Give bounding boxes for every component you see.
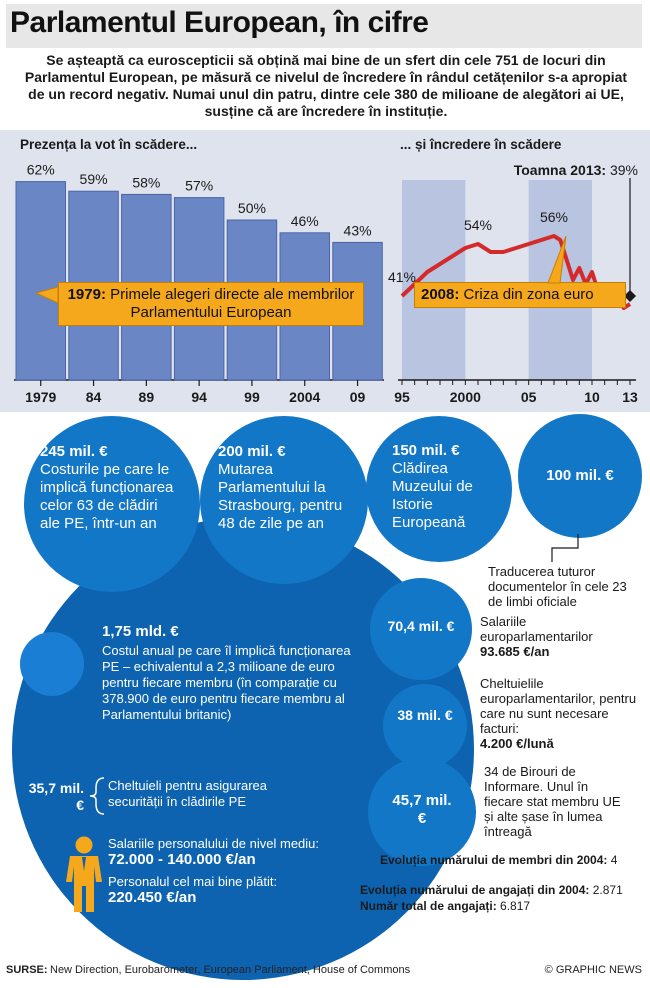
total-cost-amount: 1,75 mld. € [102, 623, 179, 640]
highlight-label-year: Toamna 2013: [514, 162, 610, 178]
line-tick-label: 95 [394, 389, 410, 405]
members-stat: Evoluția numărului de membri din 2004: 4 [380, 853, 645, 868]
cost-circle-buildings [24, 416, 200, 592]
info-offices-circle [368, 758, 476, 866]
bar-tick-label: 09 [350, 389, 366, 405]
salary-label: Salariile europarlamentarilor [480, 614, 593, 644]
staff-growth-stat: Evoluția numărului de angajați din 2004:… [360, 883, 645, 898]
staff-top-value: 220.450 €/an [108, 889, 197, 906]
sources-label: SURSE: [6, 964, 48, 976]
salary-value: 93.685 €/an [480, 644, 550, 659]
blob-small-circle [20, 632, 84, 696]
bar [15, 181, 66, 381]
page-title: Parlamentul European, în cifre [10, 6, 429, 39]
staff-total-label: Număr total de angajați: [360, 899, 497, 913]
sources-text: New Direction, Eurobarometer, European P… [50, 964, 411, 976]
info-offices-text: 34 de Birouri de Informare. Unul în fiec… [484, 764, 621, 839]
staff-top-label: Personalul cel mai bine plătit: [108, 874, 278, 889]
total-cost-desc: Costul anual pe care îl implică funcțion… [102, 643, 351, 722]
line-annotation: 2008: Criza din zona euro [414, 282, 626, 308]
cost-strasbourg-text: 200 mil. € Mutarea Parlamentului la Stra… [218, 443, 350, 533]
cost-strasbourg-amount: 200 mil. € [218, 443, 286, 460]
line-band [402, 180, 466, 380]
salary-circle [370, 578, 472, 680]
members-label: Evoluția numărului de membri din 2004: [380, 853, 608, 867]
staff-mid-value: 72.000 - 140.000 €/an [108, 851, 256, 868]
bar-annotation-text: Primele alegeri directe ale membrilor Pa… [110, 286, 355, 321]
line-chart-title: ... și încredere în scădere [400, 137, 562, 152]
intro-text: Se așteaptă ca euroscepticii să obțină m… [24, 52, 628, 119]
footer: SURSE: New Direction, Eurobarometer, Eur… [0, 958, 650, 988]
bar-annotation: 1979: Primele alegeri directe ale membri… [58, 282, 364, 326]
cost-translation-amount: 100 mil. € [546, 467, 614, 484]
bar-value-label: 43% [344, 222, 372, 238]
expenses-amount: 38 mil. € [397, 707, 453, 723]
line-tick-label: 13 [622, 389, 638, 405]
salary-text: Salariile europarlamentarilor 93.685 €/a… [480, 614, 638, 659]
cost-buildings-text: 245 mil. € Costurile pe care le implică … [40, 443, 180, 533]
bar-chart-title: Prezența la vot în scădere... [20, 137, 197, 152]
expenses-value: 4.200 €/lună [480, 736, 554, 751]
staff-growth-value: 2.871 [592, 883, 623, 897]
highlight-diamond [624, 290, 636, 302]
bar-tick-label: 1979 [25, 389, 56, 405]
title-bar [6, 4, 642, 48]
cost-museum-amount: 150 mil. € [392, 442, 460, 459]
cost-circle-translation [518, 414, 642, 538]
charts-svg: Prezența la vot în scădere... ... și înc… [14, 137, 638, 405]
credit-text: © GRAPHIC NEWS [544, 964, 642, 976]
cost-circle-museum [366, 416, 512, 562]
security-amount: 35,7 mil. € [28, 780, 84, 813]
highlight-label-value: 39% [610, 162, 638, 178]
line-annotation-pointer [547, 236, 567, 284]
bar-tick-label: 99 [244, 389, 260, 405]
cost-museum-desc: Clădirea Muzeului de Istorie Europeană [392, 460, 473, 531]
line-annotation-year: 2008: [421, 286, 460, 303]
line-annotation-text: Criza din zona euro [463, 286, 594, 303]
expenses-text: Cheltuielile europarlamentarilor, pentru… [480, 676, 638, 751]
expenses-circle [383, 684, 467, 768]
line-tick-label: 05 [521, 389, 537, 405]
members-value: 4 [610, 853, 618, 867]
info-offices-amount: 45,7 mil. € [392, 792, 452, 827]
staff-total-value: 6.817 [500, 899, 531, 913]
expenses-label: Cheltuielile europarlamentarilor, pentru… [480, 676, 637, 736]
line-tick-label: 10 [584, 389, 600, 405]
staff-total-stat: Număr total de angajați: 6.817 [360, 899, 645, 914]
translation-pointer [551, 534, 579, 562]
bar-annotation-pointer [36, 287, 59, 304]
staff-growth-label: Evoluția numărului de angajați din 2004: [360, 883, 590, 897]
bar-value-label: 62% [27, 162, 55, 178]
bar-annotation-year: 1979: [67, 286, 106, 303]
cost-strasbourg-desc: Mutarea Parlamentului la Strasbourg, pen… [218, 461, 343, 532]
total-cost-text: 1,75 mld. € Costul anual pe care îl impl… [102, 624, 364, 723]
line-point-label: 54% [464, 217, 492, 233]
line-point-label: 41% [388, 269, 416, 285]
person-icon [66, 836, 102, 912]
cost-circle-strasbourg [200, 416, 368, 584]
bar-value-label: 58% [132, 174, 160, 190]
bar-tick-label: 89 [139, 389, 155, 405]
security-brace [89, 777, 105, 815]
bar-value-label: 57% [185, 178, 213, 194]
staff-mid-label: Salariile personalului de nivel mediu: [108, 836, 320, 851]
cost-museum-text: 150 mil. € Clădirea Muzeului de Istorie … [392, 442, 496, 532]
line-point-label: 56% [540, 209, 568, 225]
bar-tick-label: 84 [86, 389, 102, 405]
bar-value-label: 46% [291, 213, 319, 229]
highlight-label: Toamna 2013: 39% [514, 162, 638, 178]
salary-amount: 70,4 mil. € [387, 618, 455, 634]
cost-translation-note: Traducerea tuturor documentelor în cele … [488, 564, 627, 609]
bar-value-label: 59% [80, 171, 108, 187]
line-tick-label: 2000 [450, 389, 481, 405]
bar-tick-label: 94 [191, 389, 207, 405]
staff-salary-text: Salariile personalului de nivel mediu: 7… [108, 836, 378, 906]
security-desc: Cheltuieli pentru asigurarea securității… [108, 778, 267, 809]
cost-buildings-amount: 245 mil. € [40, 443, 108, 460]
bar-value-label: 50% [238, 200, 266, 216]
cost-buildings-desc: Costurile pe care le implică funcționare… [40, 461, 174, 532]
bar-tick-label: 2004 [289, 389, 320, 405]
